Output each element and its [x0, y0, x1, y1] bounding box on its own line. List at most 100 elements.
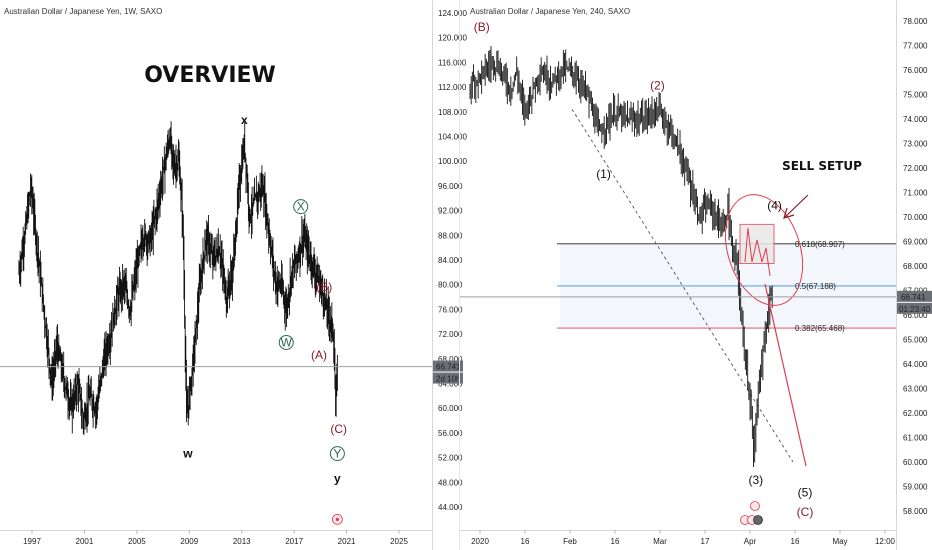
wave-label: y	[334, 471, 341, 485]
left-y-tick: 96.000	[438, 182, 463, 191]
sell-zone-box	[739, 223, 775, 265]
right-y-tick: 64.000	[903, 360, 928, 369]
right-y-tick: 61.000	[903, 434, 928, 443]
right-y-tick: 78.000	[903, 17, 928, 26]
left-y-tick: 48.000	[438, 478, 463, 487]
left-candles	[18, 120, 338, 436]
sell-setup-label: SELL SETUP	[782, 159, 862, 173]
right-y-tick: 65.000	[903, 336, 928, 345]
wave-label: w	[182, 447, 193, 461]
right-y-tick: 73.000	[903, 140, 928, 149]
right-y-tick: 60.000	[903, 458, 928, 467]
left-x-tick: 2025	[390, 537, 408, 546]
right-y-tick: 58.000	[903, 507, 928, 516]
right-y-tick: 68.000	[903, 262, 928, 271]
wave-label: (5)	[798, 485, 813, 499]
left-x-tick: 2005	[128, 537, 146, 546]
left-y-tick: 60.000	[438, 404, 463, 413]
sell-setup-ellipse	[724, 194, 804, 306]
right-x-tick: 12:00	[875, 537, 896, 546]
right-last-price-tag	[897, 290, 932, 302]
right-x-tick: Feb	[563, 537, 577, 546]
wave-label: (C)	[797, 505, 814, 519]
wave-label: (1)	[596, 167, 611, 181]
left-x-tick: 2021	[338, 537, 356, 546]
right-y-tick: 69.000	[903, 238, 928, 247]
event-marker	[750, 501, 760, 511]
right-y-tick: 75.000	[903, 91, 928, 100]
wave-label: (4)	[767, 199, 782, 213]
left-y-tick: 100.000	[438, 157, 467, 166]
wave-label: (C)	[330, 422, 347, 436]
right-x-tick: Apr	[744, 537, 757, 546]
right-candles	[469, 46, 773, 468]
projected-zigzag	[744, 227, 771, 277]
left-y-tick: 44.000	[438, 503, 463, 512]
left-y-tick: 108.000	[438, 108, 467, 117]
left-y-tick: 104.000	[438, 133, 467, 142]
projection-arrow	[764, 283, 807, 467]
right-x-tick: Mar	[653, 537, 667, 546]
right-y-tick: 70.000	[903, 213, 928, 222]
left-y-tick: 112.000	[438, 83, 467, 92]
right-time-tag	[897, 302, 932, 314]
right-x-tick: May	[832, 537, 847, 546]
left-x-tick: 2009	[180, 537, 198, 546]
right-y-tick: 59.000	[903, 483, 928, 492]
left-x-tick: 2001	[76, 537, 94, 546]
left-time-tag-label: 2d 10h	[436, 375, 460, 384]
callout-arrow-line	[783, 194, 809, 219]
wave-label: (B)	[474, 20, 490, 34]
left-y-tick: 116.000	[438, 58, 467, 67]
left-y-tick: 80.000	[438, 281, 463, 290]
right-y-tick: 66.000	[903, 311, 928, 320]
fib-label: 0.382(65.468)	[795, 324, 845, 333]
left-last-price-label: 66.741	[436, 363, 461, 372]
wave-label: Y	[333, 447, 341, 461]
right-time-tag-label: 01:23:40	[899, 305, 931, 314]
right-y-tick: 62.000	[903, 409, 928, 418]
right-y-tick: 63.000	[903, 385, 928, 394]
left-y-tick: 124.000	[438, 9, 467, 18]
callout-arrow-head	[783, 207, 795, 219]
right-y-tick: 74.000	[903, 115, 928, 124]
left-x-tick: 2017	[285, 537, 303, 546]
fib-label: 0.5(67.188)	[795, 282, 836, 291]
fib-label: 0.618(68.907)	[795, 240, 845, 249]
right-x-tick: 16	[611, 537, 620, 546]
left-x-tick: 1997	[23, 537, 41, 546]
left-y-tick: 92.000	[438, 207, 463, 216]
right-y-tick: 71.000	[903, 189, 928, 198]
right-y-tick: 76.000	[903, 66, 928, 75]
right-x-tick: 16	[791, 537, 800, 546]
wave-circle	[293, 199, 309, 215]
wave-label: (B)	[316, 280, 332, 294]
wave-label: X	[297, 200, 305, 214]
wave-circle	[278, 334, 294, 350]
wave-label: (A)	[311, 348, 327, 362]
left-x-tick: 2013	[233, 537, 251, 546]
wave-label: (2)	[650, 79, 665, 93]
right-x-tick: 17	[701, 537, 710, 546]
left-y-tick: 84.000	[438, 256, 463, 265]
left-y-tick: 68.000	[438, 355, 463, 364]
right-symbol-label: Australian Dollar / Japanese Yen, 240, S…	[470, 7, 630, 16]
right-y-tick: 77.000	[903, 42, 928, 51]
right-x-tick: 16	[521, 537, 530, 546]
left-y-tick: 64.000	[438, 380, 463, 389]
right-last-price-label: 66.741	[901, 293, 926, 302]
left-y-tick: 76.000	[438, 305, 463, 314]
overview-title: OVERVIEW	[144, 63, 276, 88]
left-time-tag	[433, 372, 463, 384]
wave-label: x	[241, 113, 248, 127]
left-y-tick: 52.000	[438, 454, 463, 463]
right-y-tick: 72.000	[903, 164, 928, 173]
left-y-tick: 72.000	[438, 330, 463, 339]
left-symbol-label: Australian Dollar / Japanese Yen, 1W, SA…	[4, 7, 162, 16]
event-marker-dot	[335, 517, 339, 521]
left-y-tick: 120.000	[438, 34, 467, 43]
left-y-tick: 56.000	[438, 429, 463, 438]
left-y-tick: 88.000	[438, 231, 463, 240]
right-x-tick: 2020	[471, 537, 489, 546]
wave-label: (3)	[748, 473, 763, 487]
